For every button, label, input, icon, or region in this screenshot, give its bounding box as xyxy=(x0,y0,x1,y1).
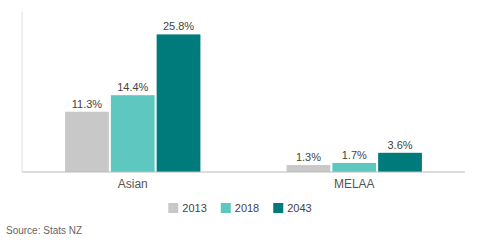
bar xyxy=(157,34,201,172)
x-axis-line xyxy=(22,172,465,173)
legend: 2013 2018 2043 xyxy=(168,202,311,214)
data-label: 1.7% xyxy=(342,149,367,161)
bar xyxy=(378,153,422,172)
y-axis-line xyxy=(22,12,23,172)
data-label: 1.3% xyxy=(296,151,321,163)
data-label: 11.3% xyxy=(72,98,103,110)
data-labels: 11.3% 1.3% 14.4% 1.7% 25.8% 3.6% xyxy=(72,20,413,163)
legend-swatch xyxy=(168,203,178,213)
legend-label: 2043 xyxy=(287,202,311,214)
bar xyxy=(332,163,376,172)
x-tick-label: MELAA xyxy=(334,177,375,191)
x-tick-label: Asian xyxy=(118,177,148,191)
bar xyxy=(287,165,331,172)
bar xyxy=(65,112,109,172)
annotation: Source: Stats NZ xyxy=(6,225,82,236)
data-label: 14.4% xyxy=(117,81,148,93)
bars xyxy=(65,34,422,172)
legend-label: 2018 xyxy=(235,202,259,214)
chart: 11.3% 1.3% 14.4% 1.7% 25.8% 3.6% Asian MELAA 201… xyxy=(0,0,480,240)
legend-swatch xyxy=(221,203,231,213)
data-label: 25.8% xyxy=(163,20,194,32)
legend-label: 2013 xyxy=(182,202,206,214)
legend-swatch xyxy=(273,203,283,213)
data-label: 3.6% xyxy=(387,139,412,151)
bar xyxy=(111,95,155,172)
